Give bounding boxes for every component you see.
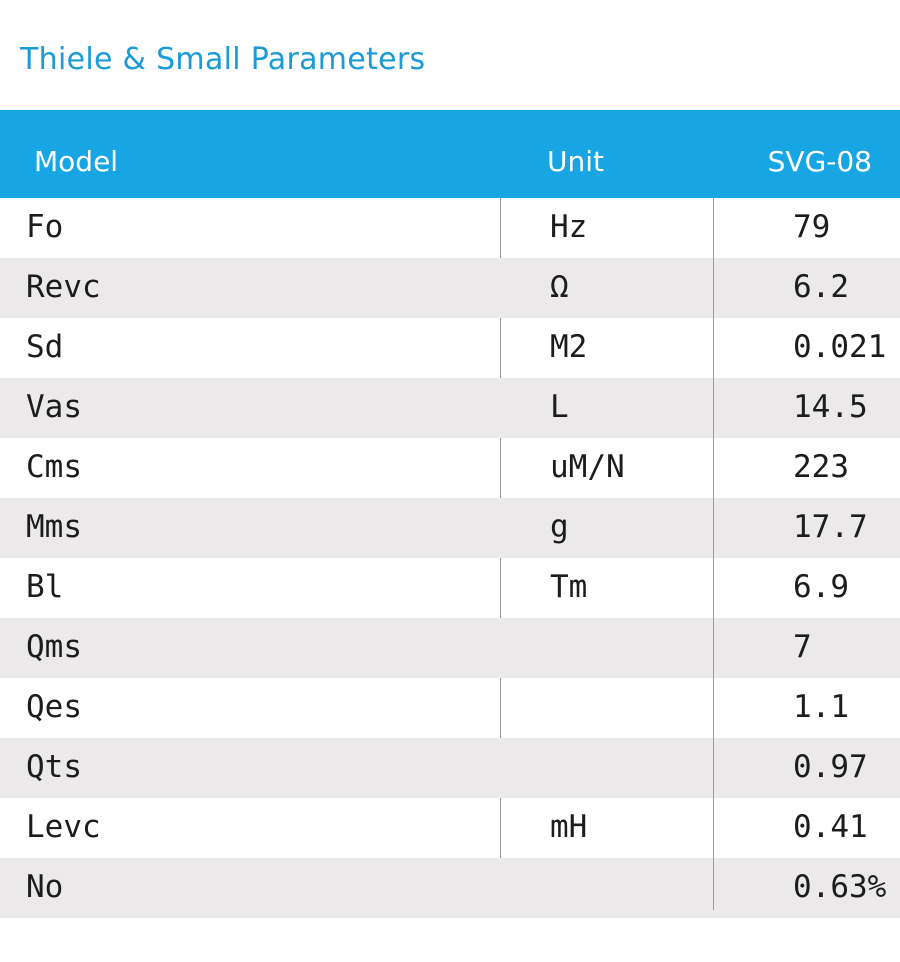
param-name: Fo <box>26 209 64 245</box>
table-row: Levc mH 0.41 <box>0 798 900 858</box>
table-row: Vas L 14.5 <box>0 378 900 438</box>
param-unit: mH <box>550 809 588 845</box>
param-value: 14.5 <box>793 389 868 425</box>
param-unit: Ω <box>550 269 569 305</box>
param-name: Vas <box>26 389 82 425</box>
header-model-value: SVG-08 <box>767 145 872 178</box>
table-row: Sd M2 0.021 <box>0 318 900 378</box>
parameters-table: Model Unit SVG-08 Fo Hz 79 Revc Ω 6.2 Sd… <box>0 110 900 918</box>
table-header: Model Unit SVG-08 <box>0 110 900 198</box>
param-value: 223 <box>793 449 849 485</box>
param-value: 79 <box>793 209 831 245</box>
param-name: Qms <box>26 629 82 665</box>
param-name: Sd <box>26 329 64 365</box>
param-value: 6.2 <box>793 269 849 305</box>
param-unit: uM/N <box>550 449 625 485</box>
param-value: 0.41 <box>793 809 868 845</box>
header-model: Model <box>34 145 119 178</box>
table-row: No 0.63% <box>0 858 900 918</box>
param-value: 0.021 <box>793 329 887 365</box>
param-name: No <box>26 869 64 905</box>
param-value: 17.7 <box>793 509 868 545</box>
table-row: Cms uM/N 223 <box>0 438 900 498</box>
param-name: Cms <box>26 449 82 485</box>
table-row: Revc Ω 6.2 <box>0 258 900 318</box>
param-value: 0.97 <box>793 749 868 785</box>
param-name: Levc <box>26 809 101 845</box>
param-value: 0.63% <box>793 869 887 905</box>
param-name: Qes <box>26 689 82 725</box>
table-row: Qes 1.1 <box>0 678 900 738</box>
param-name: Mms <box>26 509 82 545</box>
param-unit: g <box>550 509 569 545</box>
param-value: 7 <box>793 629 812 665</box>
param-value: 6.9 <box>793 569 849 605</box>
param-unit: Tm <box>550 569 588 605</box>
param-unit: L <box>550 389 569 425</box>
param-unit: Hz <box>550 209 588 245</box>
param-name: Revc <box>26 269 101 305</box>
table-row: Fo Hz 79 <box>0 198 900 258</box>
param-unit: M2 <box>550 329 588 365</box>
table-row: Qts 0.97 <box>0 738 900 798</box>
page-title: Thiele & Small Parameters <box>20 42 426 77</box>
table-body: Fo Hz 79 Revc Ω 6.2 Sd M2 0.021 Vas L 14… <box>0 198 900 918</box>
param-value: 1.1 <box>793 689 849 725</box>
param-name: Bl <box>26 569 64 605</box>
table-row: Qms 7 <box>0 618 900 678</box>
table-row: Mms g 17.7 <box>0 498 900 558</box>
header-unit: Unit <box>547 145 604 178</box>
table-row: Bl Tm 6.9 <box>0 558 900 618</box>
param-name: Qts <box>26 749 82 785</box>
